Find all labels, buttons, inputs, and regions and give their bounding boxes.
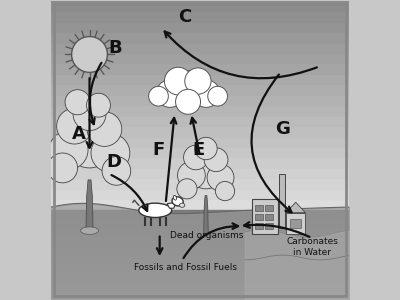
Ellipse shape (172, 197, 183, 206)
Circle shape (207, 164, 234, 191)
Text: Fossils and Fossil Fuels: Fossils and Fossil Fuels (134, 263, 237, 272)
Bar (51, 126, 349, 136)
Bar (51, 246, 349, 254)
Circle shape (65, 90, 90, 115)
Bar (51, 158, 349, 168)
Ellipse shape (179, 203, 185, 207)
Text: B: B (108, 40, 122, 58)
Bar (51, 116, 349, 126)
Bar (279, 174, 284, 228)
Circle shape (66, 120, 114, 168)
Bar (51, 1, 349, 11)
Bar (51, 199, 349, 210)
Text: Carbonates
in Water: Carbonates in Water (286, 237, 338, 257)
Polygon shape (86, 180, 93, 234)
Circle shape (177, 179, 197, 199)
Bar (255, 214, 263, 220)
Text: D: D (106, 153, 121, 171)
Bar (51, 105, 349, 116)
Bar (51, 237, 349, 246)
Circle shape (86, 93, 110, 117)
Bar (51, 53, 349, 63)
Circle shape (188, 153, 224, 189)
Bar (265, 214, 272, 220)
Bar (51, 254, 349, 263)
Bar (51, 281, 349, 290)
Circle shape (168, 70, 208, 110)
Circle shape (156, 80, 184, 107)
Bar (51, 263, 349, 272)
Text: E: E (192, 141, 205, 159)
Bar (51, 168, 349, 178)
Polygon shape (167, 202, 176, 208)
Bar (51, 272, 349, 281)
Circle shape (215, 182, 235, 201)
Bar (51, 32, 349, 43)
Bar (51, 22, 349, 32)
Bar (51, 147, 349, 158)
Circle shape (178, 161, 205, 189)
Bar (265, 223, 272, 229)
Bar (51, 178, 349, 189)
Bar (51, 210, 349, 219)
Circle shape (91, 134, 130, 172)
Circle shape (73, 98, 106, 130)
Circle shape (184, 145, 208, 170)
Circle shape (149, 86, 168, 106)
Text: A: A (72, 124, 86, 142)
Text: Dead organisms: Dead organisms (170, 231, 244, 240)
Circle shape (192, 80, 220, 107)
Bar (265, 205, 272, 211)
Bar (51, 219, 349, 228)
Circle shape (48, 153, 78, 183)
Circle shape (87, 112, 122, 146)
Bar (51, 74, 349, 84)
Circle shape (195, 137, 217, 160)
Ellipse shape (80, 227, 98, 234)
Bar (51, 63, 349, 74)
Ellipse shape (173, 196, 176, 200)
Bar (255, 205, 263, 211)
Bar (51, 189, 349, 199)
Bar (51, 43, 349, 53)
Bar (255, 223, 263, 229)
Bar (51, 84, 349, 95)
Text: C: C (178, 8, 192, 26)
Circle shape (72, 37, 108, 72)
Text: G: G (275, 120, 290, 138)
Circle shape (204, 148, 228, 172)
Circle shape (49, 130, 88, 170)
Bar (51, 95, 349, 105)
Bar (51, 136, 349, 147)
Bar (286, 213, 306, 234)
Circle shape (102, 157, 131, 185)
Bar (51, 11, 349, 22)
Bar (290, 219, 301, 228)
Polygon shape (204, 196, 208, 234)
Circle shape (208, 86, 228, 106)
Text: F: F (152, 141, 164, 159)
Ellipse shape (139, 203, 172, 218)
Bar (51, 228, 349, 237)
Circle shape (185, 68, 211, 94)
Circle shape (164, 67, 192, 95)
Polygon shape (286, 202, 306, 213)
Bar (252, 199, 278, 234)
Bar (51, 290, 349, 299)
Circle shape (57, 108, 92, 144)
Circle shape (176, 89, 200, 114)
